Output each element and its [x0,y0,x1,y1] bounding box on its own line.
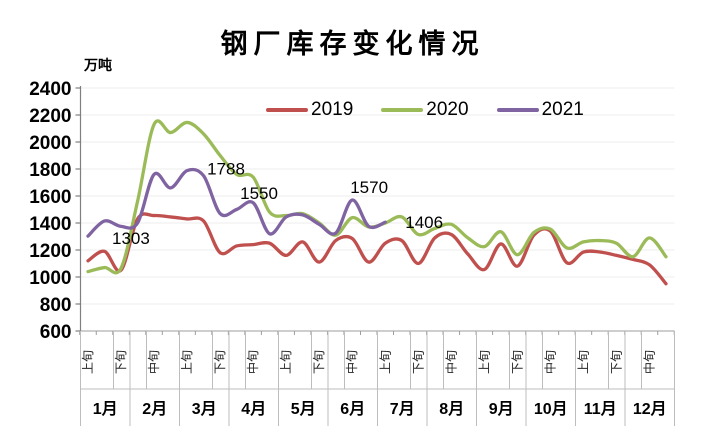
y-tick-label: 1400 [29,214,71,235]
sub-period-label: 中旬 [245,350,260,374]
month-label: 5月 [291,400,316,418]
chart-title: 钢厂库存变化情况 [220,29,485,59]
month-label: 9月 [489,400,514,418]
data-label-1550: 1550 [240,184,278,203]
month-label: 6月 [340,400,365,418]
month-label: 4月 [241,400,266,418]
sub-period-label: 中旬 [344,350,359,374]
sub-period-label: 下旬 [411,350,425,374]
sub-period-label: 下旬 [609,350,623,374]
month-label: 11月 [584,400,617,418]
legend-label-2021: 2021 [541,99,584,120]
y-tick-label: 1600 [29,187,71,208]
sub-period-label: 上旬 [576,350,590,374]
sub-period-label: 下旬 [213,350,227,374]
sub-period-label: 中旬 [146,350,161,374]
month-label: 12月 [633,400,667,418]
data-label-1406: 1406 [405,213,443,232]
month-label: 2月 [142,400,167,418]
legend-swatch-2020 [381,107,424,112]
legend-item-2020: 2020 [381,99,469,120]
legend-label-2019: 2019 [311,99,354,120]
sub-period-label: 下旬 [114,350,128,374]
sub-period-label: 上旬 [378,350,392,374]
y-tick-label: 1800 [29,160,71,181]
series-line-2021 [86,167,387,238]
y-tick-label: 600 [40,322,72,343]
sub-period-label: 下旬 [510,350,524,374]
sub-period-label: 上旬 [477,350,491,374]
y-tick-label: 1000 [29,268,71,289]
legend: 2019 2020 2021 [266,100,612,119]
month-label: 7月 [390,400,415,418]
sub-period-label: 上旬 [180,350,194,374]
y-axis-unit-label: 万吨 [84,59,112,74]
y-tick-label: 800 [40,295,72,316]
sub-period-label: 下旬 [312,350,326,374]
legend-swatch-2019 [266,107,308,112]
month-label: 3月 [192,400,217,418]
data-label-1570: 1570 [350,178,388,197]
y-tick-label: 1200 [29,241,71,262]
month-label: 1月 [93,400,118,418]
y-tick-label: 2000 [29,133,71,154]
y-tick-label: 2200 [29,106,71,127]
legend-item-2019: 2019 [266,100,353,119]
legend-item-2021: 2021 [496,99,584,120]
sub-period-label: 中旬 [542,350,557,374]
data-label-1788: 1788 [207,160,245,179]
legend-label-2020: 2020 [426,99,469,120]
month-label: 10月 [534,400,568,418]
legend-swatch-2021 [496,107,539,112]
sub-period-label: 中旬 [443,350,458,374]
data-label-1303: 1303 [112,229,150,248]
sub-period-label: 上旬 [279,350,293,374]
month-label: 8月 [439,400,464,418]
y-tick-label: 2400 [29,79,71,100]
sub-period-label: 中旬 [641,350,656,374]
series-line-2019 [86,212,668,286]
sub-period-label: 上旬 [81,350,95,374]
